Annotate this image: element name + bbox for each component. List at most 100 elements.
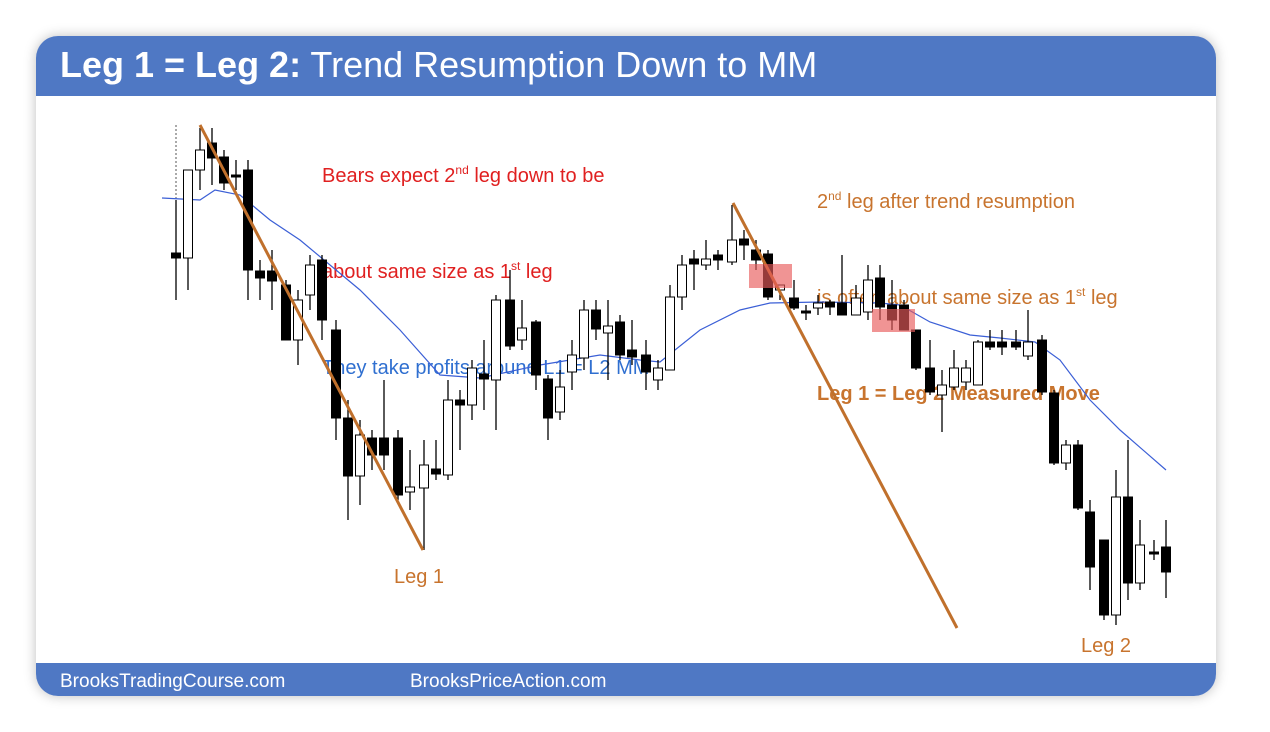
slide: Leg 1 = Leg 2: Trend Resumption Down to …	[36, 36, 1216, 696]
candle-body	[267, 270, 277, 282]
text: 2	[817, 191, 829, 213]
highlight-box	[872, 309, 915, 332]
candle-body	[183, 169, 193, 259]
candle-body	[641, 354, 651, 373]
text: leg after trend resumption	[841, 191, 1075, 213]
leg2-label: Leg 2	[1081, 635, 1132, 657]
header-bar: Leg 1 = Leg 2: Trend Resumption Down to …	[36, 36, 1216, 96]
title: Leg 1 = Leg 2: Trend Resumption Down to …	[60, 44, 817, 86]
note-line: about same size as 1st leg	[322, 256, 649, 288]
candle-body	[393, 437, 403, 496]
candle-body	[615, 321, 625, 356]
candle-body	[997, 341, 1007, 348]
candle-body	[701, 258, 711, 266]
candle-body	[837, 302, 847, 316]
text: leg down to be	[468, 165, 605, 187]
candle-body	[505, 299, 515, 347]
candle-body	[1135, 544, 1145, 584]
candle-body	[713, 254, 723, 261]
candle-body	[591, 309, 601, 330]
candle-body	[231, 174, 241, 178]
candle-body	[665, 296, 675, 371]
candle-body	[937, 384, 947, 396]
text: leg	[520, 261, 553, 283]
candle-body	[579, 309, 589, 359]
candle-body	[801, 310, 811, 314]
candle-body	[1149, 551, 1159, 555]
footer-right: BrooksPriceAction.com	[410, 671, 607, 692]
candle-body	[863, 279, 873, 313]
candle-body	[627, 349, 637, 358]
title-rest: Trend Resumption Down to MM	[301, 44, 818, 85]
candle-body	[171, 252, 181, 259]
candle-body	[949, 367, 959, 388]
candle-body	[255, 270, 265, 279]
candle-body	[467, 367, 477, 406]
candle-body	[1099, 539, 1109, 616]
sup: nd	[828, 189, 842, 203]
candle-body	[195, 149, 205, 171]
candle-body	[331, 329, 341, 419]
candle-body	[419, 464, 429, 489]
candle-body	[405, 486, 415, 493]
candle-body	[1049, 392, 1059, 464]
candle-body	[1023, 341, 1033, 357]
sup: nd	[455, 163, 469, 177]
candle-body	[543, 378, 553, 419]
candle-body	[1061, 444, 1071, 464]
text: about same size as 1	[322, 261, 511, 283]
candle-body	[379, 437, 389, 456]
candle-body	[911, 329, 921, 369]
candle-body	[985, 341, 995, 348]
candle-body	[281, 284, 291, 341]
candle-body	[443, 399, 453, 476]
candle-body	[355, 434, 365, 477]
candle-body	[1037, 339, 1047, 393]
footer-left: BrooksTradingCourse.com	[60, 671, 286, 692]
candle-body	[973, 341, 983, 386]
candle-body	[789, 297, 799, 309]
sup: st	[1076, 285, 1086, 299]
candle-body	[431, 468, 441, 475]
sup: st	[511, 259, 521, 273]
title-bold: Leg 1 = Leg 2:	[60, 44, 302, 85]
highlight-box	[749, 264, 792, 288]
note-line: 2nd leg after trend resumption	[817, 186, 1118, 218]
candle-body	[491, 299, 501, 381]
text: Bears expect 2	[322, 165, 456, 187]
candle-body	[739, 238, 749, 246]
candle-body	[813, 302, 823, 309]
candle-body	[961, 367, 971, 383]
candle-body	[455, 399, 465, 406]
moving-average	[161, 189, 1167, 471]
candle-body	[317, 259, 327, 321]
text: leg	[1085, 287, 1118, 309]
candle-body	[1123, 496, 1133, 584]
candle-body	[1085, 511, 1095, 568]
candle-body	[1161, 546, 1171, 573]
candle-body	[727, 239, 737, 263]
candle-body	[517, 327, 527, 341]
candle-body	[1111, 496, 1121, 616]
candle-body	[479, 373, 489, 380]
candle-body	[689, 258, 699, 265]
leg1-label: Leg 1	[394, 566, 445, 588]
footer-bar: BrooksTradingCourse.com BrooksPriceActio…	[36, 663, 1216, 696]
candle-body	[875, 277, 885, 308]
candle-body	[851, 297, 861, 316]
candle-body	[567, 354, 577, 373]
candle-body	[925, 367, 935, 393]
candle-body	[653, 367, 663, 381]
candle-body	[1073, 444, 1083, 509]
leg1-line	[198, 124, 425, 551]
candle-body	[343, 417, 353, 477]
resumption-note: 2nd leg after trend resumption is often …	[817, 122, 1118, 442]
candle-body	[531, 321, 541, 376]
candle-body	[243, 169, 253, 271]
candle-body	[555, 386, 565, 413]
note-line: Bears expect 2nd leg down to be	[322, 160, 649, 192]
candle-body	[677, 264, 687, 298]
candle-body	[603, 325, 613, 334]
